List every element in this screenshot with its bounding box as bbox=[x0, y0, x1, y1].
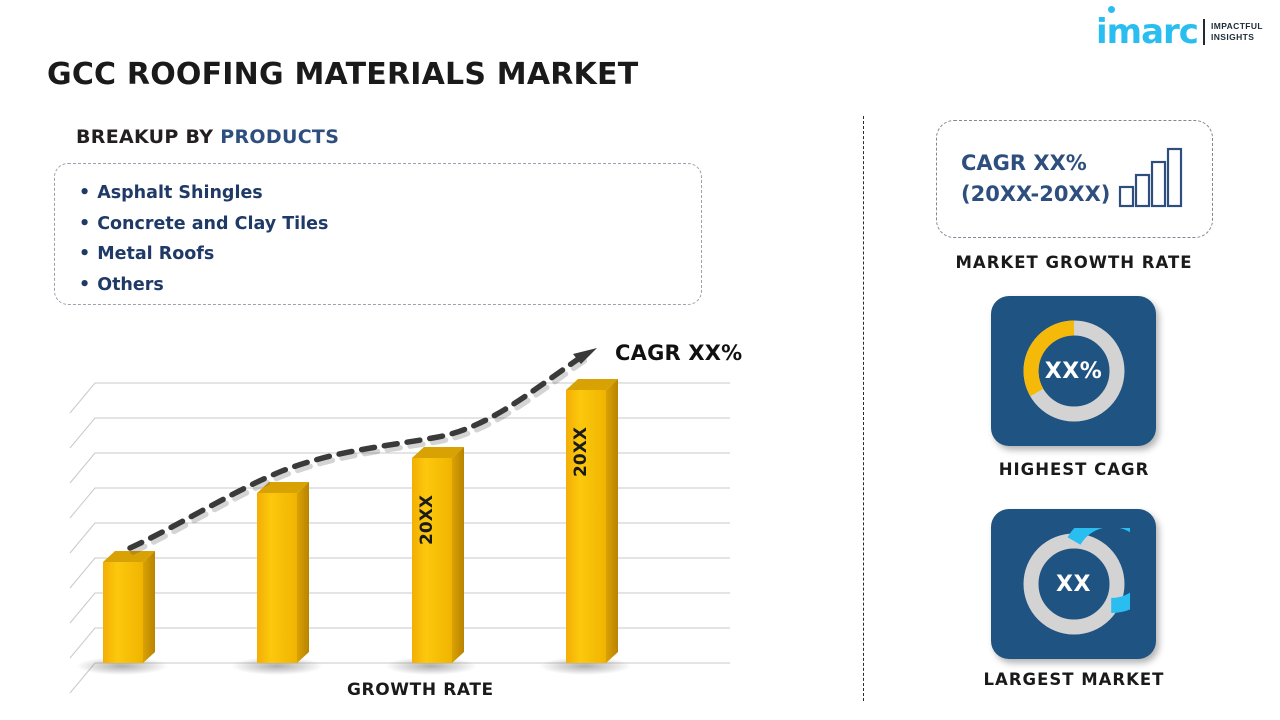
cagr-box-text: CAGR XX% (20XX-20XX) bbox=[961, 148, 1110, 210]
chart-x-axis-label: GROWTH RATE bbox=[347, 680, 494, 700]
market-growth-rate-box: CAGR XX% (20XX-20XX) bbox=[936, 120, 1213, 238]
bar-chart-icon bbox=[1118, 146, 1184, 213]
cagr-box-line1: CAGR XX% bbox=[961, 151, 1087, 175]
chart-bar: 20XX bbox=[566, 379, 618, 663]
list-item: • Asphalt Shingles bbox=[79, 178, 701, 209]
list-item-label: Metal Roofs bbox=[97, 244, 215, 264]
bullet-icon: • bbox=[79, 274, 91, 295]
logo-wordmark: imarc bbox=[1096, 6, 1199, 52]
logo-tagline: IMPACTFUL INSIGHTS bbox=[1211, 21, 1263, 43]
chart-bar: 20XX bbox=[412, 447, 464, 663]
trend-arrow-icon bbox=[573, 348, 597, 364]
bullet-icon: • bbox=[79, 213, 91, 234]
list-item-label: Asphalt Shingles bbox=[97, 183, 263, 203]
highest-cagr-value: XX% bbox=[1044, 358, 1103, 384]
cagr-box-line2: (20XX-20XX) bbox=[961, 182, 1111, 206]
logo-wordmark-text: imarc bbox=[1096, 12, 1199, 52]
logo-dot-icon bbox=[1108, 6, 1115, 13]
highest-cagr-caption: HIGHEST CAGR bbox=[998, 460, 1150, 479]
logo-tagline-line2: INSIGHTS bbox=[1210, 32, 1255, 42]
panel-divider bbox=[863, 116, 864, 701]
page-title: GCC ROOFING MATERIALS MARKET bbox=[47, 57, 639, 92]
largest-market-caption: LARGEST MARKET bbox=[983, 670, 1165, 689]
chart-bar bbox=[103, 551, 155, 663]
imarc-logo: imarc IMPACTFUL INSIGHTS bbox=[1096, 6, 1268, 52]
bar-value-label: 20XX bbox=[417, 495, 437, 545]
chart-trend-line bbox=[127, 348, 597, 555]
chart-cagr-annotation: CAGR XX% bbox=[615, 341, 743, 365]
bullet-icon: • bbox=[79, 244, 91, 264]
largest-market-card: XX bbox=[991, 509, 1156, 659]
highest-cagr-card: XX% bbox=[991, 296, 1156, 446]
list-item: • Metal Roofs bbox=[79, 239, 701, 270]
logo-tagline-line1: IMPACTFUL bbox=[1210, 21, 1264, 31]
chart-bar-shadows bbox=[76, 657, 631, 675]
list-item-label: Others bbox=[97, 274, 164, 295]
breakup-heading-accent: PRODUCTS bbox=[220, 126, 340, 148]
largest-market-value: XX bbox=[1056, 571, 1091, 597]
chart-canvas: 20XX 20XX bbox=[69, 348, 730, 694]
list-item: • Concrete and Clay Tiles bbox=[79, 209, 701, 240]
logo-divider bbox=[1202, 19, 1205, 45]
largest-market-donut: XX bbox=[1018, 528, 1130, 640]
bar-value-label: 20XX bbox=[571, 427, 591, 477]
highest-cagr-donut: XX% bbox=[1018, 315, 1130, 427]
bullet-icon: • bbox=[79, 183, 91, 203]
breakup-heading: BREAKUP BY PRODUCTS bbox=[76, 126, 339, 148]
list-item: • Others bbox=[79, 270, 701, 301]
list-item-label: Concrete and Clay Tiles bbox=[97, 213, 329, 234]
breakup-heading-prefix: BREAKUP BY bbox=[76, 126, 221, 148]
market-growth-rate-caption: MARKET GROWTH RATE bbox=[955, 253, 1193, 272]
growth-rate-bar-chart: 20XX 20XX bbox=[60, 330, 750, 710]
chart-gridlines bbox=[69, 382, 730, 694]
products-list-box: • Asphalt Shingles • Concrete and Clay Til… bbox=[54, 163, 702, 305]
chart-bar bbox=[257, 482, 309, 663]
